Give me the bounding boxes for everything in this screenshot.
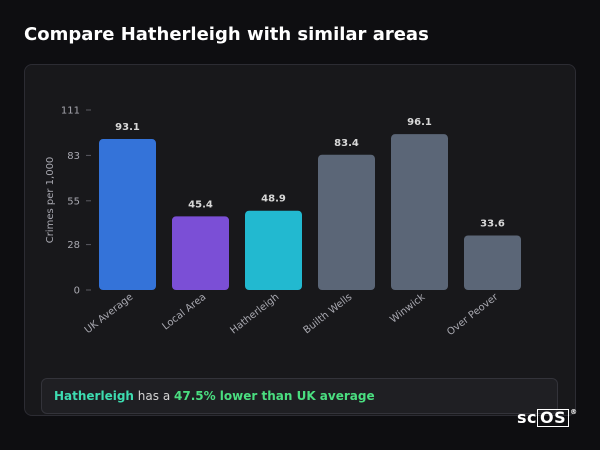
comparison-callout: Hatherleigh has a 47.5% lower than UK av… <box>41 378 558 414</box>
x-category-label: Builth Wells <box>302 292 355 337</box>
y-tick-label: 111 <box>61 106 80 117</box>
bar-builth-wells <box>318 154 375 290</box>
bar-over-peover <box>464 235 521 290</box>
x-category-label: Hatherleigh <box>228 292 281 337</box>
callout-difference: 47.5% lower than UK average <box>174 389 375 403</box>
bar-value-label: 93.1 <box>115 122 140 133</box>
y-tick-label: 28 <box>67 240 80 251</box>
x-category-label: UK Average <box>83 292 136 336</box>
logo-text-a: sc <box>517 408 538 427</box>
scos-logo: sc OS ® <box>517 408 578 427</box>
y-tick-label: 83 <box>67 151 80 162</box>
bar-value-label: 33.6 <box>480 219 505 230</box>
bar-value-label: 83.4 <box>334 138 359 149</box>
y-tick-label: 55 <box>67 196 80 207</box>
page-title: Compare Hatherleigh with similar areas <box>24 24 429 45</box>
bar-value-label: 48.9 <box>261 194 286 205</box>
logo-registered-mark: ® <box>570 408 578 416</box>
bar-local-area <box>172 216 229 290</box>
bar-value-label: 45.4 <box>188 199 213 210</box>
bar-winwick <box>391 134 448 290</box>
callout-middle-text: has a <box>133 389 174 403</box>
x-category-label: Over Peover <box>445 291 501 338</box>
bar-uk-average <box>99 139 156 290</box>
y-tick-label: 0 <box>74 286 80 297</box>
y-axis-title: Crimes per 1,000 <box>45 157 56 244</box>
callout-area-name: Hatherleigh <box>54 389 134 403</box>
bar-value-label: 96.1 <box>407 117 432 128</box>
x-category-label: Local Area <box>161 292 209 333</box>
bar-hatherleigh <box>245 210 302 290</box>
logo-text-b: OS <box>537 409 570 427</box>
x-category-label: Winwick <box>388 292 427 326</box>
